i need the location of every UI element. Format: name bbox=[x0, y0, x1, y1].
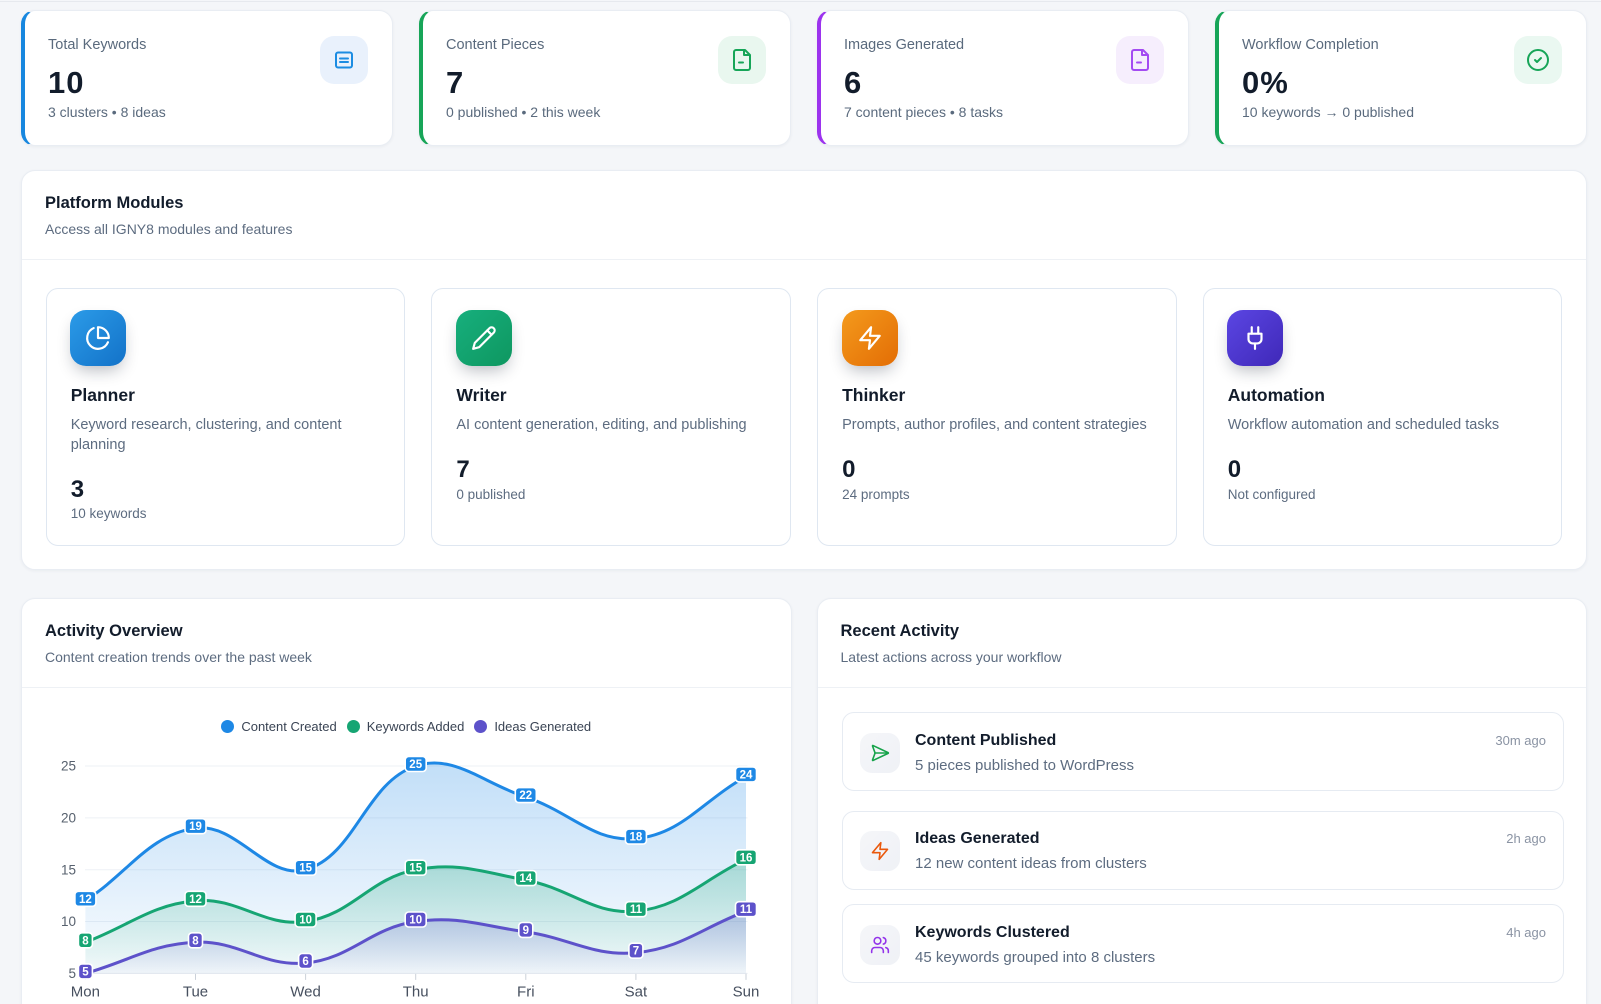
svg-text:15: 15 bbox=[299, 863, 312, 875]
svg-text:Sat: Sat bbox=[625, 984, 648, 1001]
svg-text:10: 10 bbox=[299, 915, 312, 927]
svg-text:20: 20 bbox=[61, 811, 76, 826]
svg-text:16: 16 bbox=[740, 852, 753, 864]
svg-text:11: 11 bbox=[630, 904, 643, 916]
svg-text:12: 12 bbox=[79, 894, 92, 906]
svg-text:8: 8 bbox=[192, 935, 199, 947]
svg-text:24: 24 bbox=[740, 769, 753, 781]
svg-text:8: 8 bbox=[82, 935, 89, 947]
svg-text:11: 11 bbox=[740, 904, 753, 916]
svg-text:15: 15 bbox=[409, 863, 422, 875]
svg-text:19: 19 bbox=[189, 821, 202, 833]
svg-text:25: 25 bbox=[409, 759, 422, 771]
svg-text:Fri: Fri bbox=[517, 984, 535, 1001]
svg-text:18: 18 bbox=[630, 832, 643, 844]
svg-text:Mon: Mon bbox=[71, 984, 100, 1001]
svg-text:Tue: Tue bbox=[183, 984, 208, 1001]
svg-text:22: 22 bbox=[519, 790, 532, 802]
svg-text:14: 14 bbox=[519, 873, 532, 885]
svg-text:6: 6 bbox=[302, 956, 308, 968]
svg-text:10: 10 bbox=[61, 914, 76, 929]
svg-text:10: 10 bbox=[409, 915, 422, 927]
svg-text:7: 7 bbox=[633, 946, 639, 958]
svg-text:15: 15 bbox=[61, 862, 76, 877]
svg-text:5: 5 bbox=[82, 966, 89, 978]
svg-text:5: 5 bbox=[68, 966, 76, 981]
svg-text:Thu: Thu bbox=[403, 984, 429, 1001]
svg-text:9: 9 bbox=[523, 925, 529, 937]
svg-text:12: 12 bbox=[189, 894, 202, 906]
svg-text:Sun: Sun bbox=[733, 984, 760, 1001]
svg-text:Wed: Wed bbox=[290, 984, 321, 1001]
svg-text:25: 25 bbox=[61, 759, 76, 774]
